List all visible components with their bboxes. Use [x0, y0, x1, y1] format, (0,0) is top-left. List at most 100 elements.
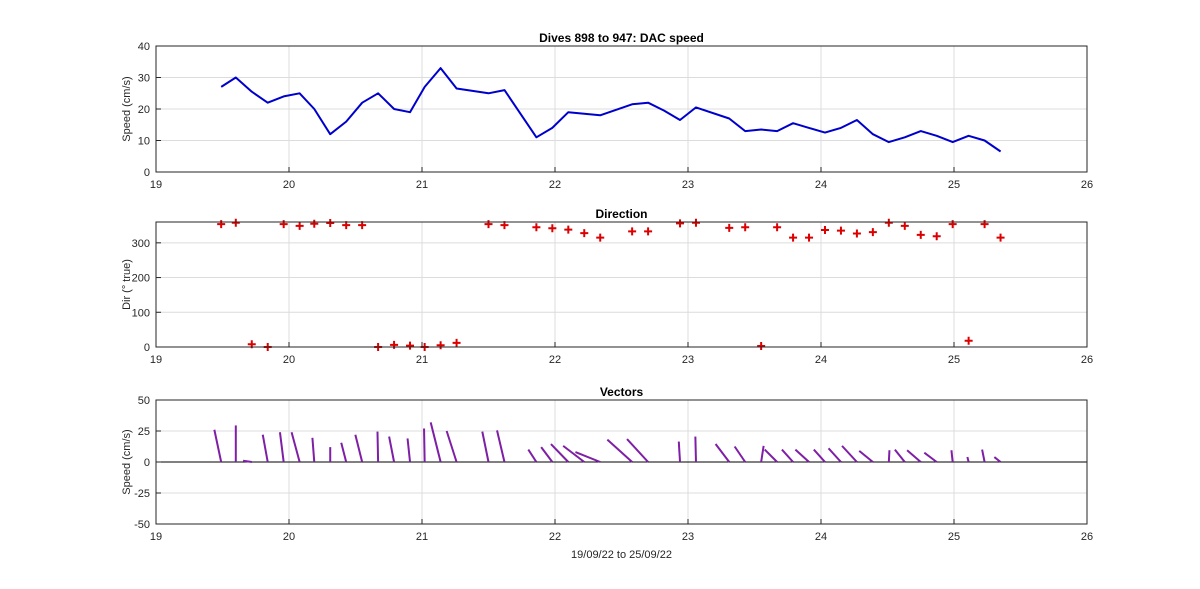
vectors-panel: 19 20 21 22 23 24 25 26 -50 -25 0 25 50 Vectors Spee…: [121, 385, 1093, 561]
vectors-ticks: 19 20 21 22 23 24 25 26 -50 -25 0 25 50: [134, 395, 1093, 543]
direction-point: [596, 233, 605, 242]
speed-chart-title: Dives 898 to 947: DAC speed: [539, 31, 704, 45]
direction-point: [644, 227, 653, 236]
direction-point: [548, 224, 557, 233]
direction-point: [564, 225, 573, 234]
direction-point: [217, 220, 226, 229]
direction-point: [580, 229, 589, 238]
direction-point: [691, 218, 700, 227]
direction-point: [916, 230, 925, 239]
direction-axes-frame: [155, 221, 1088, 348]
direction-point: [295, 221, 304, 230]
vector-stick: [923, 451, 938, 463]
direction-point: [279, 220, 288, 229]
direction-x-tick-label: 23: [682, 354, 694, 366]
vector-stick: [213, 429, 223, 463]
direction-point: [996, 233, 1005, 242]
vector-stick: [981, 449, 986, 463]
vectors-y-tick-label: 50: [138, 395, 150, 407]
vector-stick: [887, 450, 891, 463]
vectors-x-tick-label: 23: [682, 531, 694, 543]
direction-point: [805, 233, 814, 242]
vector-stick: [340, 442, 348, 463]
vectors-x-tick-label: 25: [948, 531, 960, 543]
vector-stick: [278, 432, 285, 463]
vector-stick: [311, 437, 316, 463]
direction-point: [436, 341, 445, 350]
vector-stick: [261, 434, 269, 463]
speed-ticks: 19 20 21 22 23 24 25 26 0 10 20 30 40: [138, 41, 1093, 191]
direction-point: [980, 220, 989, 229]
vectors-series: [156, 422, 1087, 463]
direction-grid: [155, 222, 1088, 348]
direction-y-tick-label: 0: [144, 342, 150, 354]
vectors-y-axis-label: Speed (cm/s): [121, 429, 133, 494]
vector-stick: [388, 436, 396, 463]
direction-point: [852, 229, 861, 238]
speed-y-tick-label: 20: [138, 104, 150, 116]
direction-point: [310, 219, 319, 228]
vector-stick: [562, 445, 585, 463]
speed-x-tick-label: 26: [1081, 179, 1093, 191]
vector-stick: [540, 446, 554, 463]
speed-x-tick-label: 21: [416, 179, 428, 191]
direction-y-tick-label: 300: [132, 238, 150, 250]
direction-point: [231, 218, 240, 227]
vector-stick: [429, 422, 442, 463]
vectors-y-tick-label: 25: [138, 426, 150, 438]
vectors-x-tick-label: 20: [283, 531, 295, 543]
direction-point: [628, 227, 637, 236]
vector-stick: [841, 445, 858, 463]
direction-point: [900, 221, 909, 230]
vector-stick: [813, 448, 826, 463]
speed-x-tick-label: 20: [283, 179, 295, 191]
direction-point: [773, 223, 782, 232]
direction-point: [964, 336, 973, 345]
direction-point: [484, 220, 493, 229]
vector-stick: [966, 456, 970, 463]
vector-stick: [858, 450, 874, 463]
direction-point: [676, 219, 685, 228]
vector-stick: [677, 441, 682, 463]
vector-stick: [764, 448, 778, 463]
direction-y-tick-label: 100: [132, 307, 150, 319]
direction-x-tick-label: 24: [815, 354, 827, 366]
vector-stick: [406, 438, 412, 463]
vector-stick: [827, 447, 842, 463]
vector-stick: [481, 431, 490, 463]
vector-stick: [993, 456, 1002, 463]
direction-point: [932, 232, 941, 241]
direction-x-tick-label: 26: [1081, 354, 1093, 366]
speed-line: [220, 67, 1002, 153]
direction-series: [217, 218, 1005, 351]
vector-stick: [575, 451, 601, 463]
speed-y-tick-label: 40: [138, 41, 150, 53]
vector-stick: [894, 448, 906, 463]
direction-point: [326, 219, 335, 228]
vector-stick: [906, 449, 922, 463]
direction-point: [884, 218, 893, 227]
vectors-y-tick-label: -50: [134, 519, 150, 531]
vector-stick: [354, 434, 364, 463]
speed-x-tick-label: 19: [150, 179, 162, 191]
direction-x-tick-label: 25: [948, 354, 960, 366]
vectors-y-tick-label: -25: [134, 488, 150, 500]
direction-point: [725, 223, 734, 232]
direction-point: [757, 341, 766, 350]
vector-stick: [290, 431, 301, 463]
direction-point: [390, 340, 399, 349]
speed-y-tick-label: 30: [138, 73, 150, 85]
direction-point: [836, 226, 845, 235]
direction-chart-title: Direction: [595, 207, 647, 221]
vectors-y-tick-label: 0: [144, 457, 150, 469]
vectors-chart-title: Vectors: [600, 385, 644, 399]
direction-y-tick-label: 200: [132, 273, 150, 285]
direction-ticks: 19 20 21 22 23 24 25 26 0 100 200 300: [132, 238, 1093, 366]
vector-stick: [550, 443, 570, 463]
vector-stick: [794, 448, 810, 463]
speed-series: [220, 67, 1002, 153]
vectors-x-tick-label: 22: [549, 531, 561, 543]
speed-x-tick-label: 22: [549, 179, 561, 191]
direction-point: [741, 223, 750, 232]
